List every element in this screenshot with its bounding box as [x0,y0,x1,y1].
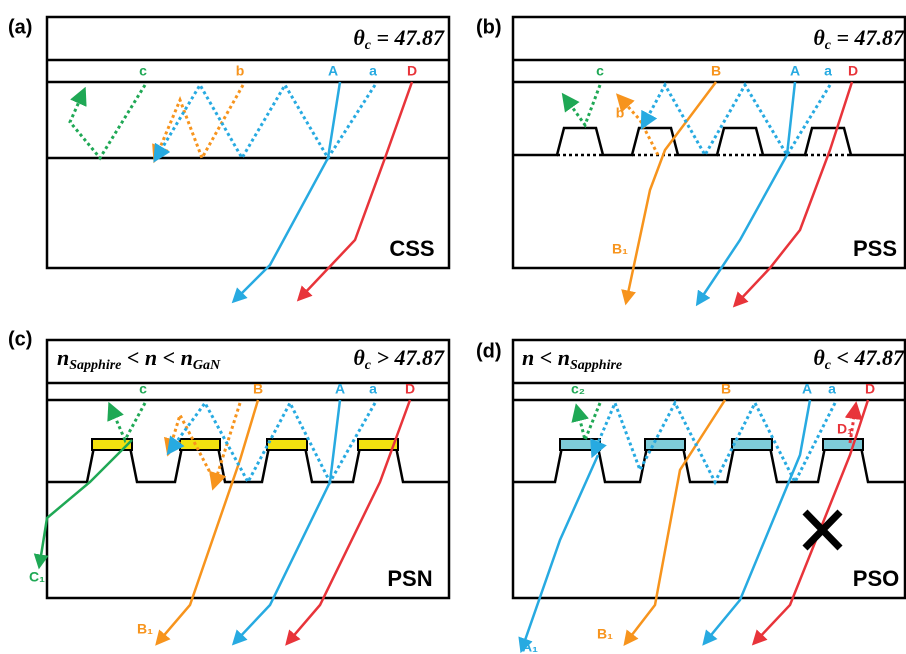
ray-label: c₂ [571,381,585,397]
pattern-cap [822,438,864,451]
math-part: < 47.87 [831,345,905,370]
subscript: Sapphire [570,358,622,373]
panel-label: (b) [476,16,502,38]
math-text: n < nSapphire [522,345,622,373]
panel-label: (a) [8,16,32,38]
ray-label: A [802,381,812,397]
panel-frame [45,338,451,600]
pattern-cap [91,438,133,451]
ray-label: A₁ [522,639,538,654]
ray-label: a [828,381,836,397]
pattern-cap [179,438,221,451]
panel-frame [511,15,906,270]
panel-label: (c) [8,328,32,350]
ray [695,81,797,307]
ray-label: b [236,63,245,79]
math-part: > 47.87 [371,345,445,370]
ray-label: A [335,381,345,397]
subscript: c [825,358,832,373]
ray [285,399,412,646]
panel-name: PSO [853,566,899,591]
ray-label: c [139,381,147,397]
math-part: θ [353,345,365,370]
ray [33,439,133,570]
ray-label: A [328,63,338,79]
ray [590,398,837,486]
math-part: θ [353,25,365,50]
ray-label: B [721,381,731,397]
pattern-cap [644,438,686,451]
pattern-cap [357,438,399,451]
math-part: n [57,345,69,370]
ray [571,402,602,445]
ray-label: B₁ [612,241,628,257]
ray-label: D [848,63,858,79]
ray-label: a [369,381,377,397]
ray-label: B₁ [137,621,153,637]
subscript: c [365,358,372,373]
blocked-mark [802,509,843,551]
ray-label: D₁ [837,421,853,437]
ray [615,93,660,156]
ray [231,81,342,304]
panel-frame [511,338,906,600]
ray [561,84,602,129]
math-text: θc = 47.87 [353,25,445,53]
subscript: GaN [193,358,221,373]
ray-label: a [824,63,832,79]
interface [513,126,906,157]
math-part: = 47.87 [831,25,905,50]
math-text: θc < 47.87 [813,345,905,373]
math-text: θc = 47.87 [813,25,905,53]
ray [702,399,812,646]
math-part: < n < n [121,345,193,370]
ray-label: B₁ [597,626,613,642]
ray [152,84,245,164]
panel-label: (d) [476,340,502,362]
ray [621,81,717,306]
ray-label: c [139,63,147,79]
panel-name: CSS [389,236,434,261]
ray [518,454,600,654]
panel-frame [45,15,451,270]
math-text: nSapphire < n < nGaN [57,345,221,373]
math-part: n < n [522,345,570,370]
ray-label: b [616,105,625,121]
ray [296,81,414,302]
panel-name: PSS [853,236,897,261]
ray [623,399,727,646]
ray-label: a [369,63,377,79]
ray-label: c [596,63,604,79]
ray [166,399,377,486]
ray [732,81,854,308]
ray [640,81,832,159]
subscript: c [825,38,832,53]
math-part: θ [813,25,825,50]
ray-label: D [865,381,875,397]
subscript: Sapphire [69,358,121,373]
ray [153,82,377,163]
math-part: θ [813,345,825,370]
pattern-cap [559,438,601,451]
ray-label: C₁ [29,569,45,585]
ray-label: D [407,63,417,79]
pattern-cap [731,438,773,451]
ray-label: B [253,381,263,397]
ray [155,399,260,646]
ray-label: A [790,63,800,79]
ray [209,402,242,491]
pattern-cap [266,438,308,451]
ray-label: D [405,381,415,397]
ray [231,399,342,646]
ray-label: B [711,63,721,79]
panel-name: PSN [387,566,432,591]
ray [107,401,147,444]
math-part: = 47.87 [371,25,445,50]
subscript: c [365,38,372,53]
ray [68,84,147,161]
math-text: θc > 47.87 [353,345,445,373]
